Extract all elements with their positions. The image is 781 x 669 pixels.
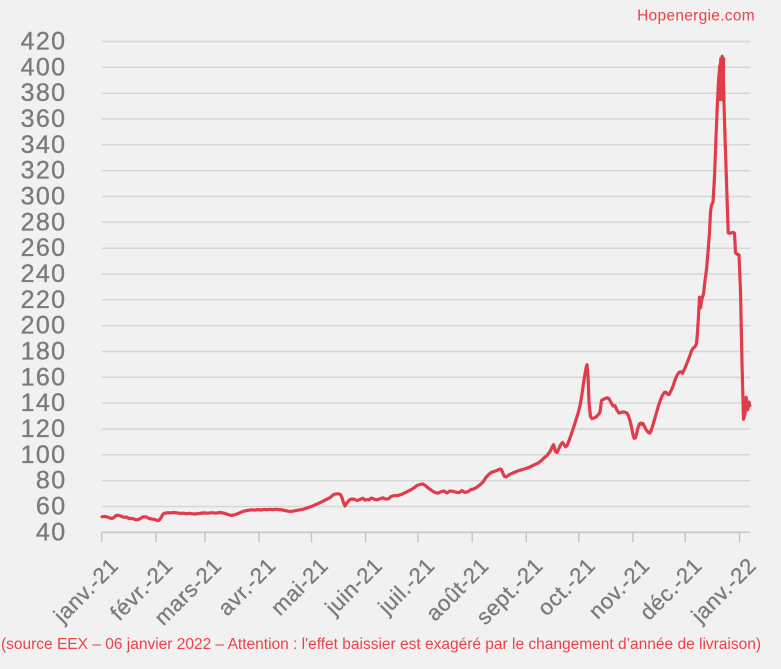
svg-text:240: 240 [21, 260, 67, 288]
svg-text:(source EEX – 06 janvier 2022: (source EEX – 06 janvier 2022 – Attentio… [1, 636, 761, 653]
svg-text:280: 280 [21, 208, 67, 236]
svg-text:60: 60 [36, 493, 67, 521]
svg-text:220: 220 [21, 286, 67, 314]
svg-text:160: 160 [21, 363, 67, 391]
svg-text:Hopenergie.com: Hopenergie.com [637, 8, 755, 25]
svg-text:420: 420 [21, 28, 67, 56]
svg-text:380: 380 [21, 79, 67, 107]
svg-text:40: 40 [36, 518, 67, 546]
svg-text:100: 100 [21, 441, 67, 469]
svg-text:400: 400 [21, 53, 67, 81]
svg-text:360: 360 [21, 105, 67, 133]
svg-text:140: 140 [21, 389, 67, 417]
svg-text:180: 180 [21, 338, 67, 366]
svg-text:200: 200 [21, 312, 67, 340]
svg-text:120: 120 [21, 415, 67, 443]
svg-text:320: 320 [21, 157, 67, 185]
svg-text:300: 300 [21, 183, 67, 211]
svg-text:80: 80 [36, 467, 67, 495]
svg-text:260: 260 [21, 234, 67, 262]
svg-text:340: 340 [21, 131, 67, 159]
